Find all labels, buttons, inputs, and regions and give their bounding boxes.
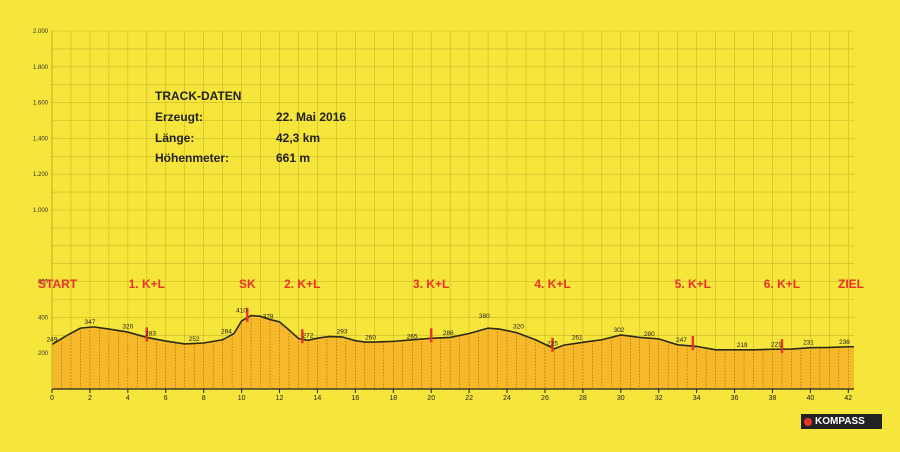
x-tick-label: 2 xyxy=(88,395,92,402)
x-tick-label: 18 xyxy=(389,395,397,402)
elevation-point-label: 283 xyxy=(145,330,156,337)
elevation-point-label: 302 xyxy=(613,327,624,334)
elevation-point-label: 320 xyxy=(122,324,133,331)
x-tick-label: 32 xyxy=(655,395,663,402)
elevation-point-label: 294 xyxy=(221,328,232,335)
x-tick-label: 0 xyxy=(50,395,54,402)
elevation-area xyxy=(52,315,854,389)
track-info-elevation-label: Höhenmeter: xyxy=(155,151,230,165)
station-label: SK xyxy=(239,277,256,291)
elevation-point-label: 249 xyxy=(47,336,58,343)
track-info-length-label: Länge: xyxy=(155,131,195,145)
track-info-elevation-value: 661 m xyxy=(276,151,311,165)
track-info-length-value: 42,3 km xyxy=(276,131,321,145)
x-tick-label: 26 xyxy=(541,395,549,402)
y-tick-label: 1.000 xyxy=(33,208,49,214)
y-tick-label: 400 xyxy=(38,315,49,321)
elevation-point-label: 236 xyxy=(839,339,850,346)
station-label: ZIEL xyxy=(838,277,864,291)
elevation-point-label: 221 xyxy=(771,341,782,348)
station-label: 3. K+L xyxy=(413,277,449,291)
elevation-point-label: 261 xyxy=(572,334,583,341)
track-info-created-label: Erzeugt: xyxy=(155,110,203,124)
elevation-point-label: 252 xyxy=(189,336,200,343)
y-tick-label: 1.600 xyxy=(33,101,49,107)
elevation-point-label: 286 xyxy=(443,330,454,337)
elevation-point-label: 225 xyxy=(547,341,558,348)
elevation-line xyxy=(51,314,854,351)
x-tick-label: 12 xyxy=(276,395,284,402)
x-tick-label: 30 xyxy=(617,395,625,402)
x-tick-label: 38 xyxy=(769,395,777,402)
y-tick-label: 1.800 xyxy=(33,65,49,71)
elevation-point-label: 247 xyxy=(676,337,687,344)
x-tick-label: 4 xyxy=(126,395,130,402)
x-tick-label: 34 xyxy=(693,395,701,402)
kompass-logo-text: KOMPASS xyxy=(815,416,865,427)
station-label: 6. K+L xyxy=(764,277,800,291)
y-tick-label: 200 xyxy=(38,351,49,357)
x-tick-label: 42 xyxy=(844,395,852,402)
x-tick-label: 28 xyxy=(579,395,587,402)
elevation-point-label: 260 xyxy=(365,334,376,341)
x-tick-label: 10 xyxy=(238,395,246,402)
elevation-point-label: 265 xyxy=(407,334,418,341)
elevation-point-label: 272 xyxy=(303,332,314,339)
station-label: START xyxy=(38,277,78,291)
y-tick-label: 2.000 xyxy=(33,29,49,35)
station-label: 1. K+L xyxy=(129,277,165,291)
elevation-point-label: 280 xyxy=(644,331,655,338)
x-tick-label: 24 xyxy=(503,395,511,402)
elevation-point-label: 347 xyxy=(84,319,95,326)
kompass-logo-icon xyxy=(804,417,812,426)
track-info-created-value: 22. Mai 2016 xyxy=(276,110,347,124)
elevation-point-label: 410 xyxy=(236,308,247,315)
x-tick-label: 22 xyxy=(465,395,473,402)
elevation-point-label: 231 xyxy=(803,340,814,347)
elevation-point-label: 378 xyxy=(263,313,274,320)
station-label: 5. K+L xyxy=(675,277,711,291)
elevation-point-label: 320 xyxy=(513,324,524,331)
x-tick-label: 8 xyxy=(202,395,206,402)
y-tick-label: 1.400 xyxy=(33,136,49,142)
elevation-point-label: 293 xyxy=(337,329,348,336)
elevation-point-label: 219 xyxy=(737,342,748,349)
x-tick-label: 16 xyxy=(351,395,359,402)
kompass-logo: KOMPASS xyxy=(801,414,882,429)
x-tick-label: 6 xyxy=(164,395,168,402)
station-label: 4. K+L xyxy=(534,277,570,291)
track-info-heading: TRACK-DATEN xyxy=(155,89,242,103)
x-tick-label: 36 xyxy=(731,395,739,402)
x-tick-label: 20 xyxy=(427,395,435,402)
elevation-point-label: 380 xyxy=(479,313,490,320)
station-label: 2. K+L xyxy=(284,277,320,291)
y-tick-label: 1.200 xyxy=(33,172,49,178)
y-tick-label: 600 xyxy=(38,280,49,286)
x-tick-label: 40 xyxy=(806,395,814,402)
x-tick-label: 14 xyxy=(314,395,322,402)
